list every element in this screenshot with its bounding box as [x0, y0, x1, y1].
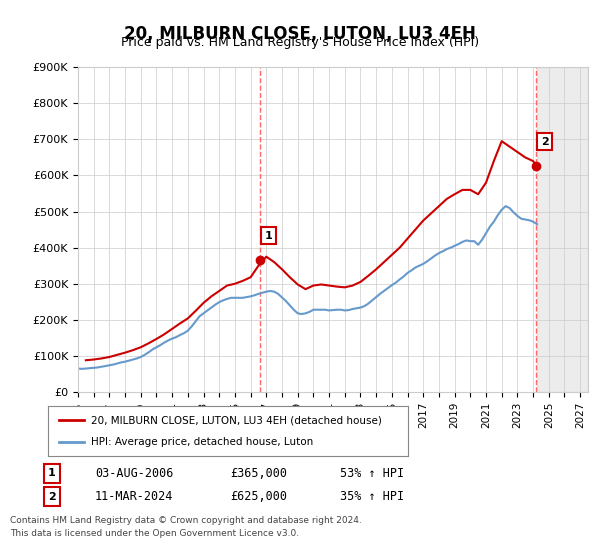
- Text: 2: 2: [48, 492, 56, 502]
- Text: £625,000: £625,000: [230, 490, 287, 503]
- Text: 2: 2: [541, 137, 548, 147]
- Text: 1: 1: [48, 468, 56, 478]
- Text: 1: 1: [265, 231, 272, 241]
- Text: 20, MILBURN CLOSE, LUTON, LU3 4EH: 20, MILBURN CLOSE, LUTON, LU3 4EH: [124, 25, 476, 43]
- Text: Price paid vs. HM Land Registry's House Price Index (HPI): Price paid vs. HM Land Registry's House …: [121, 36, 479, 49]
- Text: 03-AUG-2006: 03-AUG-2006: [95, 466, 173, 480]
- Text: This data is licensed under the Open Government Licence v3.0.: This data is licensed under the Open Gov…: [10, 529, 299, 538]
- Bar: [537, 67, 588, 392]
- Text: £365,000: £365,000: [230, 466, 287, 480]
- Text: 35% ↑ HPI: 35% ↑ HPI: [340, 490, 404, 503]
- Text: 20, MILBURN CLOSE, LUTON, LU3 4EH (detached house): 20, MILBURN CLOSE, LUTON, LU3 4EH (detac…: [91, 415, 382, 425]
- Text: HPI: Average price, detached house, Luton: HPI: Average price, detached house, Luto…: [91, 437, 313, 447]
- Text: 11-MAR-2024: 11-MAR-2024: [95, 490, 173, 503]
- Text: Contains HM Land Registry data © Crown copyright and database right 2024.: Contains HM Land Registry data © Crown c…: [10, 516, 362, 525]
- Text: 53% ↑ HPI: 53% ↑ HPI: [340, 466, 404, 480]
